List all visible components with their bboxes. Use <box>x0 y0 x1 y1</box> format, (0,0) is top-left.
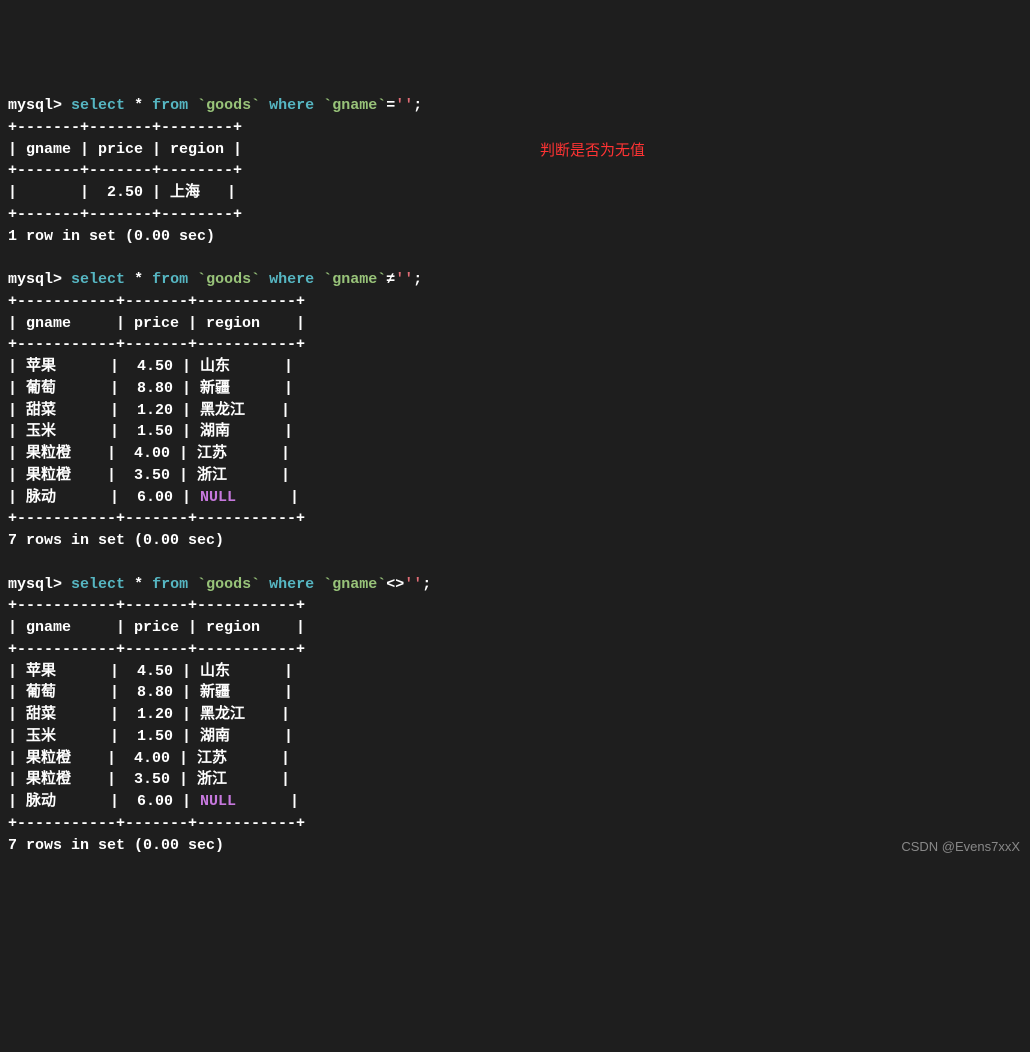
table-row: | | 2.50 | 上海 | <box>8 184 236 201</box>
condition-column: `gname` <box>323 271 386 288</box>
from-keyword: from <box>152 271 188 288</box>
table-name: `goods` <box>197 576 260 593</box>
table-row: | <box>236 793 299 810</box>
table-row: | 苹果 | 4.50 | 山东 | <box>8 663 293 680</box>
table-name: `goods` <box>197 97 260 114</box>
operator: <> <box>386 576 404 593</box>
from-keyword: from <box>152 576 188 593</box>
semicolon: ; <box>422 576 431 593</box>
table-row: | 葡萄 | 8.80 | 新疆 | <box>8 380 293 397</box>
where-keyword: where <box>269 576 314 593</box>
select-keyword: select <box>71 576 125 593</box>
where-keyword: where <box>269 271 314 288</box>
star: * <box>134 97 143 114</box>
select-keyword: select <box>71 271 125 288</box>
condition-column: `gname` <box>323 97 386 114</box>
mysql-prompt: mysql> <box>8 576 62 593</box>
table-separator: +-------+-------+--------+ <box>8 206 242 223</box>
star: * <box>134 271 143 288</box>
table-row: | 脉动 | 6.00 | <box>8 489 200 506</box>
table-header: | gname | price | region | <box>8 141 242 158</box>
table-header: | gname | price | region | <box>8 315 305 332</box>
watermark: CSDN @Evens7xxX <box>901 838 1020 857</box>
table-row: | 果粒橙 | 4.00 | 江苏 | <box>8 445 290 462</box>
condition-value: '' <box>395 97 413 114</box>
table-row: | 脉动 | 6.00 | <box>8 793 200 810</box>
annotation-text: 判断是否为无值 <box>540 140 645 162</box>
table-separator: +-----------+-------+-----------+ <box>8 597 305 614</box>
terminal-output: mysql> select * from `goods` where `gnam… <box>8 95 1022 856</box>
table-row: | 果粒橙 | 3.50 | 浙江 | <box>8 771 290 788</box>
result-summary: 1 row in set (0.00 sec) <box>8 228 215 245</box>
table-separator: +-----------+-------+-----------+ <box>8 336 305 353</box>
semicolon: ; <box>413 97 422 114</box>
table-row: | 果粒橙 | 4.00 | 江苏 | <box>8 750 290 767</box>
mysql-prompt: mysql> <box>8 97 62 114</box>
table-separator: +-----------+-------+-----------+ <box>8 293 305 310</box>
null-value: NULL <box>200 489 236 506</box>
result-summary: 7 rows in set (0.00 sec) <box>8 532 224 549</box>
table-row: | <box>236 489 299 506</box>
table-header: | gname | price | region | <box>8 619 305 636</box>
table-separator: +-----------+-------+-----------+ <box>8 510 305 527</box>
table-row: | 甜菜 | 1.20 | 黑龙江 | <box>8 402 290 419</box>
mysql-prompt: mysql> <box>8 271 62 288</box>
star: * <box>134 576 143 593</box>
table-row: | 玉米 | 1.50 | 湖南 | <box>8 423 293 440</box>
table-separator: +-------+-------+--------+ <box>8 162 242 179</box>
condition-column: `gname` <box>323 576 386 593</box>
condition-value: '' <box>395 271 413 288</box>
from-keyword: from <box>152 97 188 114</box>
table-separator: +-------+-------+--------+ <box>8 119 242 136</box>
table-row: | 葡萄 | 8.80 | 新疆 | <box>8 684 293 701</box>
table-row: | 甜菜 | 1.20 | 黑龙江 | <box>8 706 290 723</box>
where-keyword: where <box>269 97 314 114</box>
table-separator: +-----------+-------+-----------+ <box>8 815 305 832</box>
table-name: `goods` <box>197 271 260 288</box>
condition-value: '' <box>404 576 422 593</box>
operator: = <box>386 97 395 114</box>
result-summary: 7 rows in set (0.00 sec) <box>8 837 224 854</box>
operator: ≠ <box>386 271 395 288</box>
semicolon: ; <box>413 271 422 288</box>
null-value: NULL <box>200 793 236 810</box>
table-row: | 果粒橙 | 3.50 | 浙江 | <box>8 467 290 484</box>
table-separator: +-----------+-------+-----------+ <box>8 641 305 658</box>
table-row: | 玉米 | 1.50 | 湖南 | <box>8 728 293 745</box>
table-row: | 苹果 | 4.50 | 山东 | <box>8 358 293 375</box>
select-keyword: select <box>71 97 125 114</box>
